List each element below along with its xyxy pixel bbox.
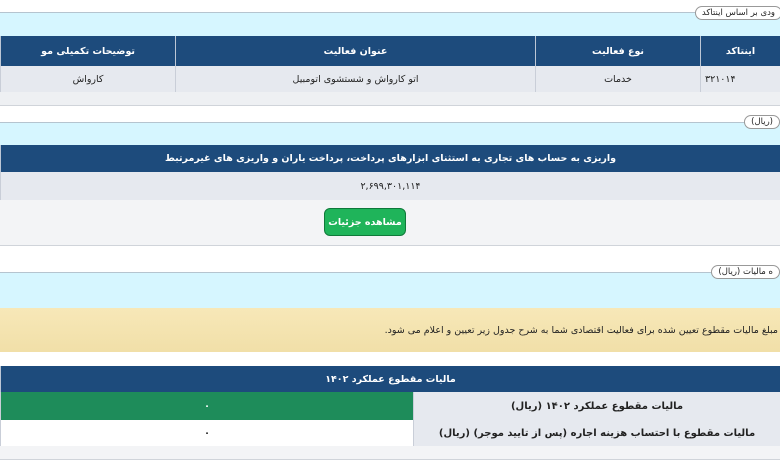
col-header: اینتاکد [700,36,780,66]
panel-footer [0,92,780,106]
details-button[interactable]: مشاهده جزئیات [324,208,406,236]
panel-top [0,272,780,308]
cell: اتو کارواش و شستشوی اتومبیل [175,66,535,92]
col-header: نوع فعالیت [535,36,700,66]
panel-footer [0,446,780,460]
section-header: واریزی به حساب های تجاری به استثنای ابزا… [0,145,780,172]
cell: خدمات [535,66,700,92]
legend: ه مالیات (ریال) [711,265,780,279]
row-label: مالیات مقطوع با احتساب هزینه اجاره (پس ا… [413,420,780,446]
cell: ۳۲۱۰۱۴ [700,66,780,92]
notice: مبلغ مالیات مقطوع تعیین شده برای فعالیت … [0,308,780,352]
col-header: عنوان فعالیت [175,36,535,66]
col-header: توضیحات تکمیلی مو [0,36,175,66]
legend: ودی بر اساس اینتاکد [694,6,780,20]
row-value: ۰ [0,392,413,420]
panel-top [0,122,780,145]
panel-top [0,12,780,36]
amount: ۲,۶۹۹,۳۰۱,۱۱۴ [0,172,780,200]
cell: کارواش [0,66,175,92]
table-header: مالیات مقطوع عملکرد ۱۴۰۲ [0,366,780,392]
legend: (ریال) [744,115,780,129]
row-label: مالیات مقطوع عملکرد ۱۴۰۲ (ریال) [413,392,780,420]
row-value: ۰ [0,420,413,446]
